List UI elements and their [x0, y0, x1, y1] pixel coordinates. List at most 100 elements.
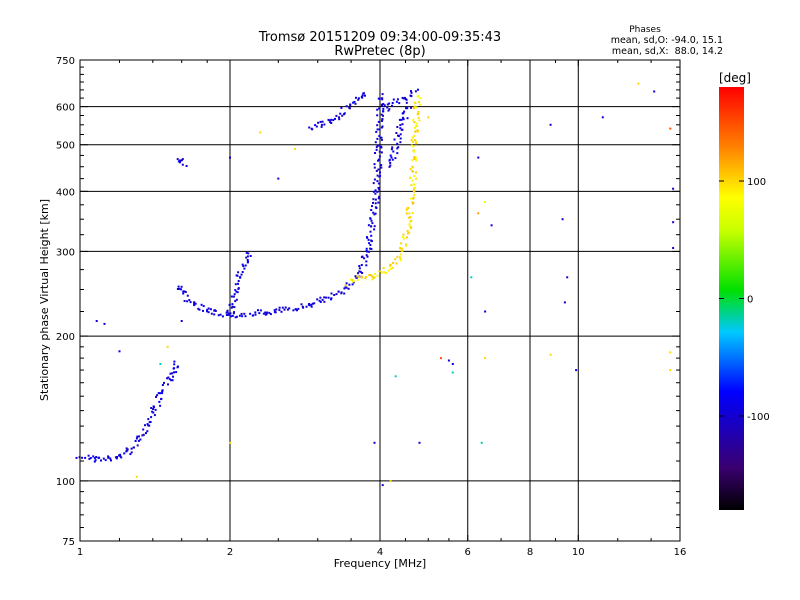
echo-point [412, 197, 415, 200]
echo-point [178, 161, 181, 164]
echo-point [170, 379, 173, 382]
echo-point [264, 311, 267, 314]
echo-point [377, 197, 380, 200]
echo-point [388, 165, 391, 168]
echo-point [166, 345, 169, 348]
echo-point [637, 82, 640, 85]
echo-point [159, 392, 162, 395]
echo-point [300, 303, 303, 306]
echo-point [182, 292, 185, 295]
echo-point [369, 247, 372, 250]
echo-point [130, 447, 133, 450]
echo-point [389, 479, 392, 482]
echo-point [150, 416, 153, 419]
echo-point [375, 130, 378, 133]
echo-point [669, 351, 672, 354]
echo-point [376, 124, 379, 127]
echo-point [380, 146, 383, 149]
echo-point [107, 456, 110, 459]
echo-point [402, 237, 405, 240]
echo-point [361, 94, 364, 97]
echo-point [411, 211, 414, 214]
echo-point [172, 375, 174, 378]
echo-point [561, 218, 564, 221]
echo-point [284, 306, 287, 309]
echo-point [411, 201, 414, 204]
echo-point [316, 298, 319, 301]
echo-point [372, 201, 374, 204]
echo-point [293, 147, 296, 150]
echo-point [406, 229, 409, 232]
echo-point [237, 282, 239, 285]
echo-point [412, 107, 415, 110]
echo-point [87, 454, 90, 457]
echo-point [381, 104, 383, 107]
echo-point [439, 357, 442, 360]
echo-point [395, 100, 398, 103]
echo-point [337, 290, 340, 293]
echo-point [240, 312, 243, 315]
echo-point [278, 306, 281, 309]
echo-point [373, 166, 376, 169]
echo-point [254, 313, 257, 316]
echo-point [310, 303, 313, 306]
echo-point [372, 211, 375, 214]
echo-point [414, 126, 416, 129]
echo-point [413, 190, 416, 193]
echo-point [173, 367, 176, 370]
echo-point [338, 118, 341, 121]
echo-point [376, 144, 379, 147]
colorbar-label: [deg] [719, 71, 751, 85]
echo-point [345, 286, 348, 289]
echo-point [95, 456, 98, 458]
echo-point [451, 371, 454, 374]
echo-point [365, 247, 368, 250]
echo-point [147, 424, 150, 427]
echo-point [98, 456, 101, 459]
echo-point [389, 164, 392, 167]
echo-point [231, 303, 234, 306]
echo-point [323, 300, 326, 303]
echo-point [335, 293, 338, 296]
echo-point [142, 433, 145, 436]
echo-point [376, 180, 379, 183]
echo-point [126, 449, 129, 452]
echo-point [566, 276, 569, 279]
echo-point [358, 265, 361, 267]
echo-point [258, 312, 261, 315]
echo-point [387, 109, 390, 112]
echo-point [239, 276, 242, 279]
echo-point [323, 296, 326, 299]
echo-point [234, 300, 237, 303]
echo-point [355, 96, 357, 99]
echo-point [382, 103, 385, 105]
echo-point [398, 118, 401, 121]
echo-point [378, 188, 381, 191]
echo-point [292, 309, 295, 312]
echo-point [415, 159, 418, 162]
echo-point [320, 125, 323, 128]
echo-point [159, 363, 162, 365]
echo-point [176, 158, 179, 161]
echo-point [315, 125, 318, 128]
echo-point [411, 159, 414, 162]
echo-point [166, 377, 169, 380]
echo-point [407, 206, 410, 209]
echo-point [413, 187, 416, 190]
echo-point [470, 276, 473, 279]
y-tick-label: 300 [56, 247, 75, 258]
echo-point [176, 288, 179, 290]
x-tick-label: 1 [77, 547, 83, 558]
echo-point [330, 118, 333, 121]
echo-point [377, 168, 380, 171]
echo-point [394, 258, 397, 261]
echo-point [378, 270, 381, 273]
echo-point [382, 107, 385, 110]
echo-point [206, 308, 209, 311]
echo-point [297, 307, 300, 310]
echo-point [371, 278, 374, 281]
echo-point [381, 125, 384, 128]
echo-point [241, 263, 244, 266]
echo-point [135, 437, 138, 440]
echo-point [410, 226, 413, 229]
